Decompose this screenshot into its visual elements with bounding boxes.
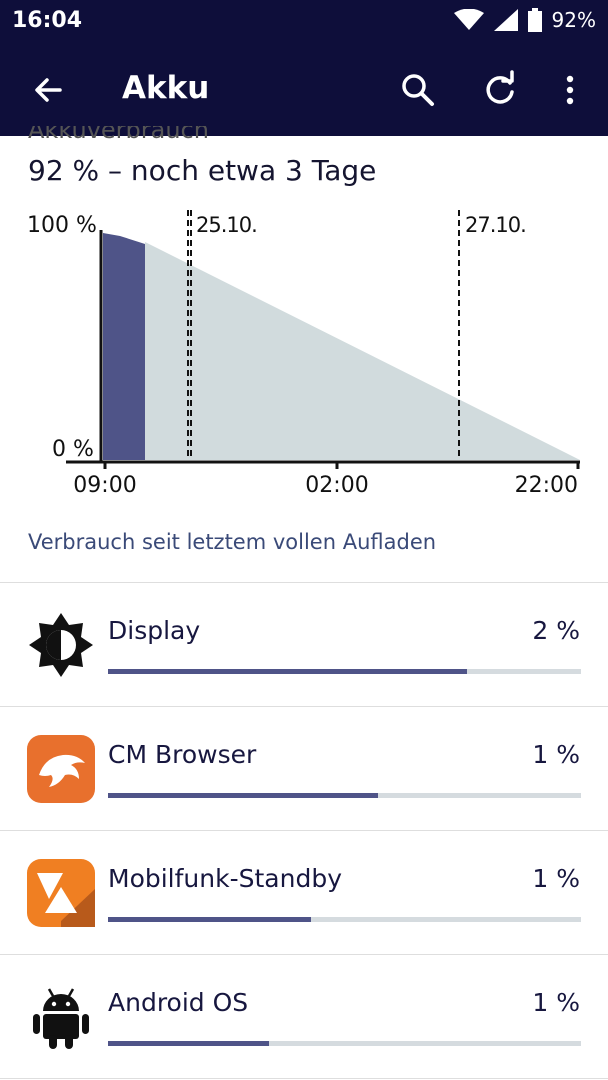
battery-chart: 100 % 0 % 25.10. 27.10. 09:00 02:00 22:0… xyxy=(27,210,580,498)
app-name: Android OS xyxy=(108,988,249,1017)
list-item-display[interactable]: Display 2 % xyxy=(0,583,608,706)
divider xyxy=(0,706,608,707)
app-percent: 1 % xyxy=(532,988,580,1017)
more-options-icon[interactable] xyxy=(550,70,590,110)
divider xyxy=(0,954,608,955)
status-bar: 16:04 92% xyxy=(0,0,608,44)
y-label-top: 100 % xyxy=(27,213,97,238)
app-percent: 2 % xyxy=(532,616,580,645)
x-tick-label: 09:00 xyxy=(73,473,136,498)
list-item-cm-browser[interactable]: CM Browser 1 % xyxy=(0,707,608,830)
date-marker-label: 27.10. xyxy=(465,213,526,237)
battery-summary: 92 % – noch etwa 3 Tage xyxy=(28,154,377,187)
projection-area xyxy=(145,242,580,460)
android-icon xyxy=(33,988,89,1049)
search-icon[interactable] xyxy=(398,70,438,110)
wifi-icon xyxy=(453,9,484,30)
list-item-android-os[interactable]: Android OS 1 % xyxy=(0,955,608,1078)
date-marker-label: 25.10. xyxy=(196,213,257,237)
status-icons: 92% xyxy=(453,8,596,32)
usage-bar xyxy=(108,793,581,798)
brightness-icon xyxy=(29,613,93,677)
app-percent: 1 % xyxy=(532,864,580,893)
history-area xyxy=(103,233,145,460)
x-tick-label: 22:00 xyxy=(515,473,578,498)
usage-bar xyxy=(108,669,581,674)
battery-icon xyxy=(527,8,542,32)
usage-bar xyxy=(108,917,581,922)
app-name: CM Browser xyxy=(108,740,257,769)
y-label-bottom: 0 % xyxy=(52,437,94,462)
usage-since-full-charge: Verbrauch seit letztem vollen Aufladen xyxy=(28,530,437,554)
app-name: Mobilfunk-Standby xyxy=(108,864,342,893)
app-percent: 1 % xyxy=(532,740,580,769)
mobile-standby-icon xyxy=(27,859,95,927)
section-title: Akkuverbrauch xyxy=(28,126,209,140)
refresh-icon[interactable] xyxy=(480,70,520,110)
divider xyxy=(0,582,608,583)
app-name: Display xyxy=(108,616,201,645)
page-title: Akku xyxy=(122,70,210,106)
usage-bar xyxy=(108,1041,581,1046)
cm-browser-icon xyxy=(27,735,95,803)
back-arrow-icon[interactable] xyxy=(28,70,68,110)
battery-percent: 92% xyxy=(551,8,596,32)
app-bar: Akku xyxy=(0,44,608,136)
list-item-mobile-standby[interactable]: Mobilfunk-Standby 1 % xyxy=(0,831,608,954)
divider xyxy=(0,830,608,831)
signal-icon xyxy=(493,9,518,31)
divider xyxy=(0,1078,608,1079)
x-tick-label: 02:00 xyxy=(305,473,368,498)
status-time: 16:04 xyxy=(12,8,83,33)
